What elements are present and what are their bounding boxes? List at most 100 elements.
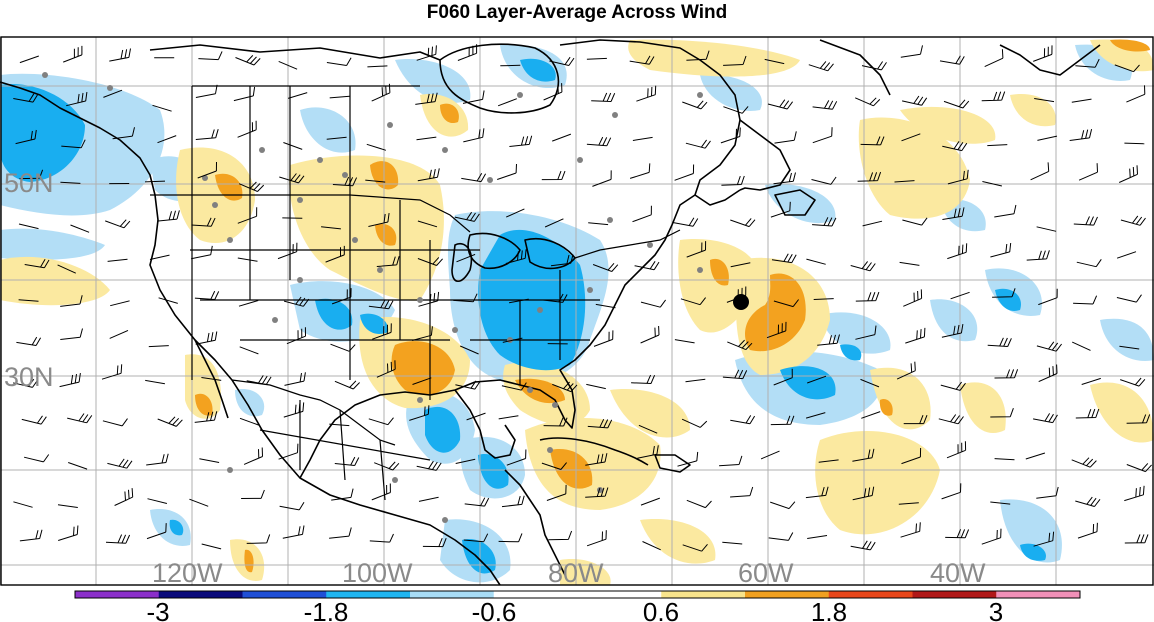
- wind-barb: [59, 373, 81, 388]
- wind-barb: [509, 135, 533, 147]
- colorbar-segment: [158, 591, 243, 598]
- wind-barb: [112, 127, 135, 140]
- wind-barb: [682, 543, 708, 552]
- wind-barb: [371, 483, 391, 501]
- wind-barb: [239, 346, 259, 355]
- wind-barb: [685, 378, 706, 383]
- wind-barb: [239, 417, 259, 426]
- strong-negative-area: [840, 344, 862, 361]
- wind-barb: [502, 337, 523, 343]
- wind-barb: [332, 176, 358, 187]
- wind-barb: [145, 379, 165, 385]
- wind-barb: [368, 299, 394, 310]
- wind-barb: [902, 217, 928, 226]
- wind-barb: [149, 254, 170, 260]
- strong-negative-area: [520, 58, 556, 82]
- hudson-bay: [439, 43, 560, 114]
- wind-barb: [279, 173, 305, 184]
- colorbar-frame: [74, 590, 1081, 599]
- wind-barb: [812, 100, 838, 110]
- wind-barb: [1071, 457, 1097, 468]
- wind-barb: [376, 360, 396, 378]
- station-dot: [517, 92, 523, 98]
- wind-barb: [807, 375, 827, 384]
- wind-barb: [721, 175, 745, 186]
- wind-barb: [1073, 216, 1098, 226]
- wind-barb: [158, 297, 178, 304]
- wind-barb: [900, 522, 921, 538]
- wind-barb: [1071, 341, 1091, 351]
- colorbar-segment: [242, 591, 327, 598]
- weak-positive-area: [185, 354, 221, 419]
- strong-positive-area: [391, 341, 455, 395]
- central-america: [504, 469, 566, 576]
- station-dot: [352, 237, 358, 243]
- wind-barb: [586, 530, 607, 547]
- wind-barb: [990, 408, 1014, 418]
- wind-barb: [723, 106, 749, 114]
- wind-barb: [861, 61, 887, 71]
- wind-barb: [1078, 163, 1098, 181]
- colorbar-tick-label: 3: [989, 597, 1003, 622]
- wind-barb: [1126, 463, 1152, 473]
- station-dot: [577, 157, 583, 163]
- wind-barb: [593, 330, 614, 347]
- wind-barb: [12, 378, 39, 388]
- station-dot: [442, 147, 448, 153]
- wind-barb: [817, 334, 840, 346]
- wind-barb: [237, 257, 258, 262]
- wind-barb: [1124, 485, 1145, 502]
- wind-barb: [284, 372, 306, 386]
- wind-barb: [1069, 128, 1093, 141]
- wind-barb: [60, 328, 83, 340]
- wind-barb: [854, 97, 881, 107]
- wind-barb: [1030, 162, 1050, 181]
- wind-barb: [722, 541, 743, 545]
- wind-barb: [720, 127, 741, 144]
- wind-barb: [422, 538, 447, 548]
- station-dot: [452, 327, 458, 333]
- political-borders: [150, 85, 681, 501]
- wind-barb: [326, 57, 352, 66]
- wind-barb: [418, 496, 439, 502]
- wind-barb: [21, 415, 47, 425]
- wind-barb: [544, 218, 564, 228]
- station-dot: [417, 297, 423, 303]
- wind-barb: [901, 133, 921, 142]
- wind-barb: [1116, 251, 1137, 259]
- wind-barb: [191, 245, 213, 260]
- wind-barb: [237, 207, 258, 224]
- wind-barb: [500, 64, 521, 67]
- wind-barb: [860, 378, 880, 388]
- wind-barb: [640, 299, 667, 308]
- wind-barb: [767, 99, 794, 110]
- wind-barb: [107, 458, 133, 469]
- station-dot: [392, 477, 398, 483]
- wind-barb: [941, 324, 964, 338]
- wind-barb: [374, 461, 400, 471]
- wind-barb: [673, 217, 699, 227]
- wind-barb: [760, 450, 780, 460]
- strong-negative-area: [1020, 543, 1046, 561]
- station-dot: [647, 242, 653, 248]
- wind-barb: [994, 204, 1017, 218]
- wind-barb: [372, 323, 392, 340]
- wind-barb: [686, 50, 710, 61]
- wind-barb: [548, 530, 573, 541]
- colorbar-segment: [75, 591, 160, 598]
- wind-barb: [58, 525, 79, 541]
- wind-barb: [497, 163, 517, 180]
- wind-barb: [368, 417, 394, 426]
- colorbar-tick-label: -0.6: [472, 597, 517, 622]
- wind-barb: [283, 402, 305, 418]
- wind-barb: [1036, 226, 1057, 232]
- wind-barb: [105, 534, 131, 544]
- wind-barb: [730, 415, 756, 425]
- wind-barb: [325, 245, 345, 263]
- wind-barb: [591, 92, 616, 102]
- wind-barb: [629, 163, 651, 179]
- wind-barb: [412, 377, 432, 385]
- wind-barb: [722, 369, 748, 380]
- weak-positive-area: [560, 559, 611, 585]
- colorbar-segment: [410, 591, 495, 598]
